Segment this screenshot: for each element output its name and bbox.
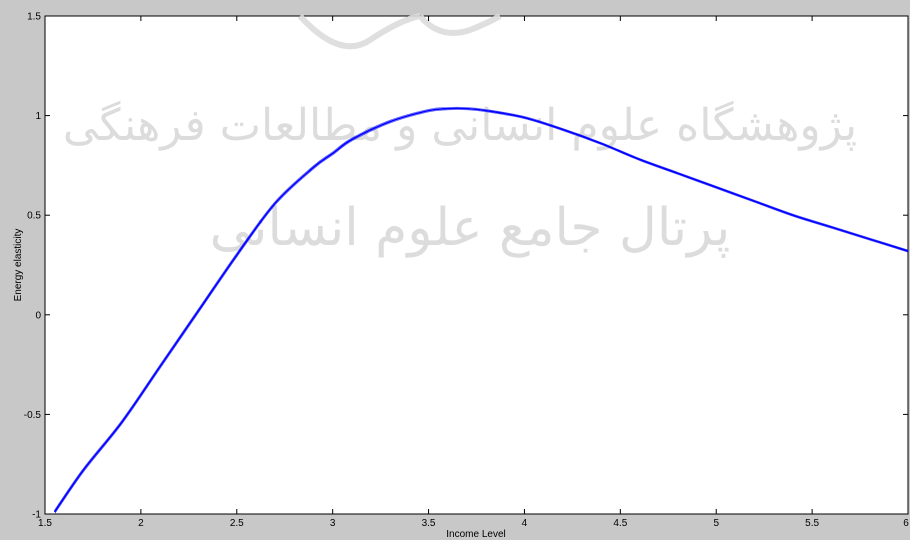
x-tick-label: 5.5: [805, 518, 819, 529]
x-tick-label: 3: [330, 518, 336, 529]
y-axis-label: Energy elasticity: [13, 229, 24, 302]
series-layer: [53, 106, 909, 514]
watermark-emblem: [297, 13, 421, 50]
x-tick-label: 1.5: [38, 518, 52, 529]
x-axis-label: Income Level: [446, 529, 505, 540]
y-tick-label: -0.5: [24, 410, 42, 421]
watermark-line2: پرتال جامع علوم انسانی: [210, 198, 731, 258]
axis-ticks: [44, 15, 909, 515]
y-tick-labels: -1 -0.5 0 0.5 1 1.5: [24, 12, 42, 521]
y-tick-label: 1: [35, 111, 41, 122]
x-tick-label: 4: [522, 518, 528, 529]
y-tick-label: -1: [32, 510, 41, 521]
series-line-band: [53, 106, 908, 512]
x-tick-label: 5: [713, 518, 719, 529]
series-line-band: [54, 109, 909, 514]
x-tick-labels: 1.5 2 2.5 3 3.5 4 4.5 5 5.5 6: [38, 518, 909, 529]
plot-area: [44, 15, 909, 515]
y-tick-label: 0.5: [27, 211, 41, 222]
x-tick-label: 2: [138, 518, 144, 529]
x-tick-label: 6: [903, 518, 909, 529]
x-tick-label: 3.5: [422, 518, 436, 529]
y-tick-label: 0: [35, 310, 41, 321]
y-tick-label: 1.5: [27, 12, 41, 23]
series-line: [53, 107, 909, 513]
x-tick-label: 2.5: [230, 518, 244, 529]
x-tick-label: 4.5: [613, 518, 627, 529]
